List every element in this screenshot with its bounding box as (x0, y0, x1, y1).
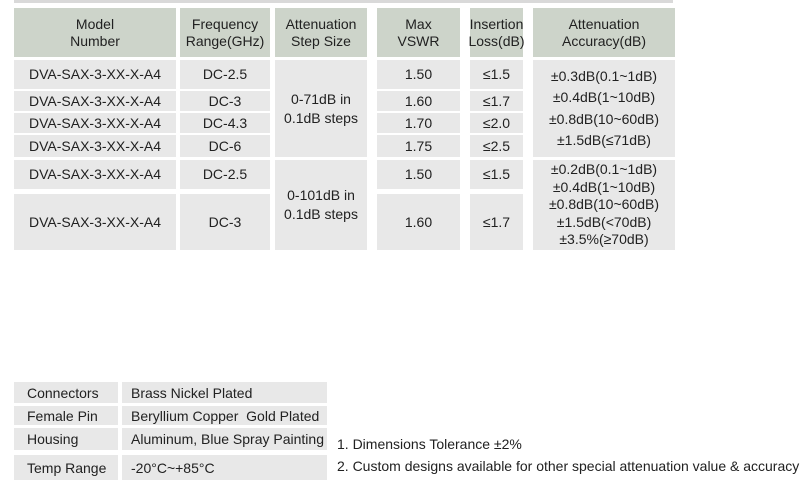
frequency-cell: DC-6 (180, 135, 270, 157)
header-frequency-line1: Frequency (191, 15, 259, 32)
header-model-number: Model Number (14, 8, 176, 57)
accuracy-line: ±1.5dB(≤71dB) (557, 132, 651, 148)
note-custom-designs: 2. Custom designs available for other sp… (337, 458, 800, 474)
material-value-female-pin: Beryllium Copper Gold Plated (122, 406, 327, 425)
header-attenuation-step-size: Attenuation Step Size (275, 8, 367, 57)
insertion-loss-cell: ≤1.7 (470, 194, 523, 250)
step-size-line2: 0.1dB steps (284, 109, 358, 126)
accuracy-line: ±0.8dB(10~60dB) (548, 196, 660, 213)
insertion-loss-cell: ≤2.0 (470, 113, 523, 133)
header-attenuation-accuracy: Attenuation Accuracy(dB) (533, 8, 675, 57)
material-label-connectors: Connectors (14, 382, 118, 403)
model-number-cell: DVA-SAX-3-XX-X-A4 (14, 113, 176, 133)
accuracy-line: ±3.5%(≥70dB) (559, 231, 649, 248)
accuracy-line: ±0.4dB(1~10dB) (552, 89, 656, 105)
header-loss-line1: Insertion (469, 15, 524, 32)
step-size-cell-group2: 0-101dB in 0.1dB steps (275, 160, 367, 250)
model-number-cell: DVA-SAX-3-XX-X-A4 (14, 194, 176, 250)
step-size-line1: 0-101dB in (287, 187, 355, 203)
header-vswr-line1: Max (405, 15, 432, 32)
accuracy-line: ±0.8dB(10~60dB) (548, 110, 660, 127)
material-label-temp-range: Temp Range (14, 455, 118, 480)
accuracy-cell-group2: ±0.2dB(0.1~1dB) ±0.4dB(1~10dB) ±0.8dB(10… (533, 160, 675, 250)
header-frequency-line2: Range(GHz) (185, 32, 265, 49)
header-vswr-line2: VSWR (397, 32, 440, 49)
header-step-line2: Step Size (291, 32, 351, 49)
max-vswr-cell: 1.50 (377, 60, 460, 89)
model-number-cell: DVA-SAX-3-XX-X-A4 (14, 160, 176, 189)
max-vswr-cell: 1.70 (377, 113, 460, 133)
max-vswr-cell: 1.75 (377, 135, 460, 157)
header-accuracy-line2: Accuracy(dB) (561, 32, 647, 49)
header-step-line1: Attenuation (285, 15, 357, 32)
accuracy-line: ±0.4dB(1~10dB) (552, 178, 656, 195)
frequency-cell: DC-4.3 (180, 113, 270, 133)
accuracy-line: ±0.3dB(0.1~1dB) (550, 67, 658, 84)
material-value-housing: Aluminum, Blue Spray Painting (122, 428, 327, 450)
specifications-table: Model Number Frequency Range(GHz) Attenu… (14, 8, 675, 250)
model-number-cell: DVA-SAX-3-XX-X-A4 (14, 91, 176, 111)
accuracy-line: ±0.2dB(0.1~1dB) (550, 161, 658, 178)
header-model-line2: Number (70, 32, 120, 49)
header-max-vswr: Max VSWR (377, 8, 460, 57)
max-vswr-cell: 1.60 (377, 194, 460, 250)
frequency-cell: DC-2.5 (180, 160, 270, 189)
material-value-temp-range: -20°C~+85°C (122, 455, 327, 480)
header-frequency-range: Frequency Range(GHz) (180, 8, 270, 57)
footnotes: 1. Dimensions Tolerance ±2% 2. Custom de… (337, 436, 799, 474)
frequency-cell: DC-3 (180, 91, 270, 111)
header-model-line1: Model (75, 15, 115, 32)
max-vswr-cell: 1.60 (377, 91, 460, 111)
insertion-loss-cell: ≤1.7 (470, 91, 523, 111)
insertion-loss-cell: ≤2.5 (470, 135, 523, 157)
header-accuracy-line1: Attenuation (568, 15, 640, 32)
model-number-cell: DVA-SAX-3-XX-X-A4 (14, 135, 176, 157)
step-size-line1: 0-71dB in (291, 90, 351, 107)
material-label-female-pin: Female Pin (14, 406, 118, 425)
frequency-cell: DC-2.5 (180, 60, 270, 89)
insertion-loss-cell: ≤1.5 (470, 60, 523, 89)
note-dimensions-tolerance: 1. Dimensions Tolerance ±2% (337, 436, 522, 452)
accuracy-cell-group1: ±0.3dB(0.1~1dB) ±0.4dB(1~10dB) ±0.8dB(10… (533, 60, 675, 157)
insertion-loss-cell: ≤1.5 (470, 160, 523, 189)
frequency-cell: DC-3 (180, 194, 270, 250)
accuracy-line: ±1.5dB(<70dB) (556, 213, 652, 230)
max-vswr-cell: 1.50 (377, 160, 460, 189)
header-insertion-loss: Insertion Loss(dB) (468, 8, 525, 57)
model-number-cell: DVA-SAX-3-XX-X-A4 (14, 60, 176, 89)
materials-table: Connectors Brass Nickel Plated Female Pi… (14, 382, 327, 480)
table-top-strip (14, 0, 673, 3)
step-size-cell-group1: 0-71dB in 0.1dB steps (275, 60, 367, 157)
material-value-connectors: Brass Nickel Plated (122, 382, 327, 403)
header-loss-line2: Loss(dB) (468, 32, 525, 49)
step-size-line2: 0.1dB steps (284, 206, 358, 222)
material-label-housing: Housing (14, 428, 118, 450)
